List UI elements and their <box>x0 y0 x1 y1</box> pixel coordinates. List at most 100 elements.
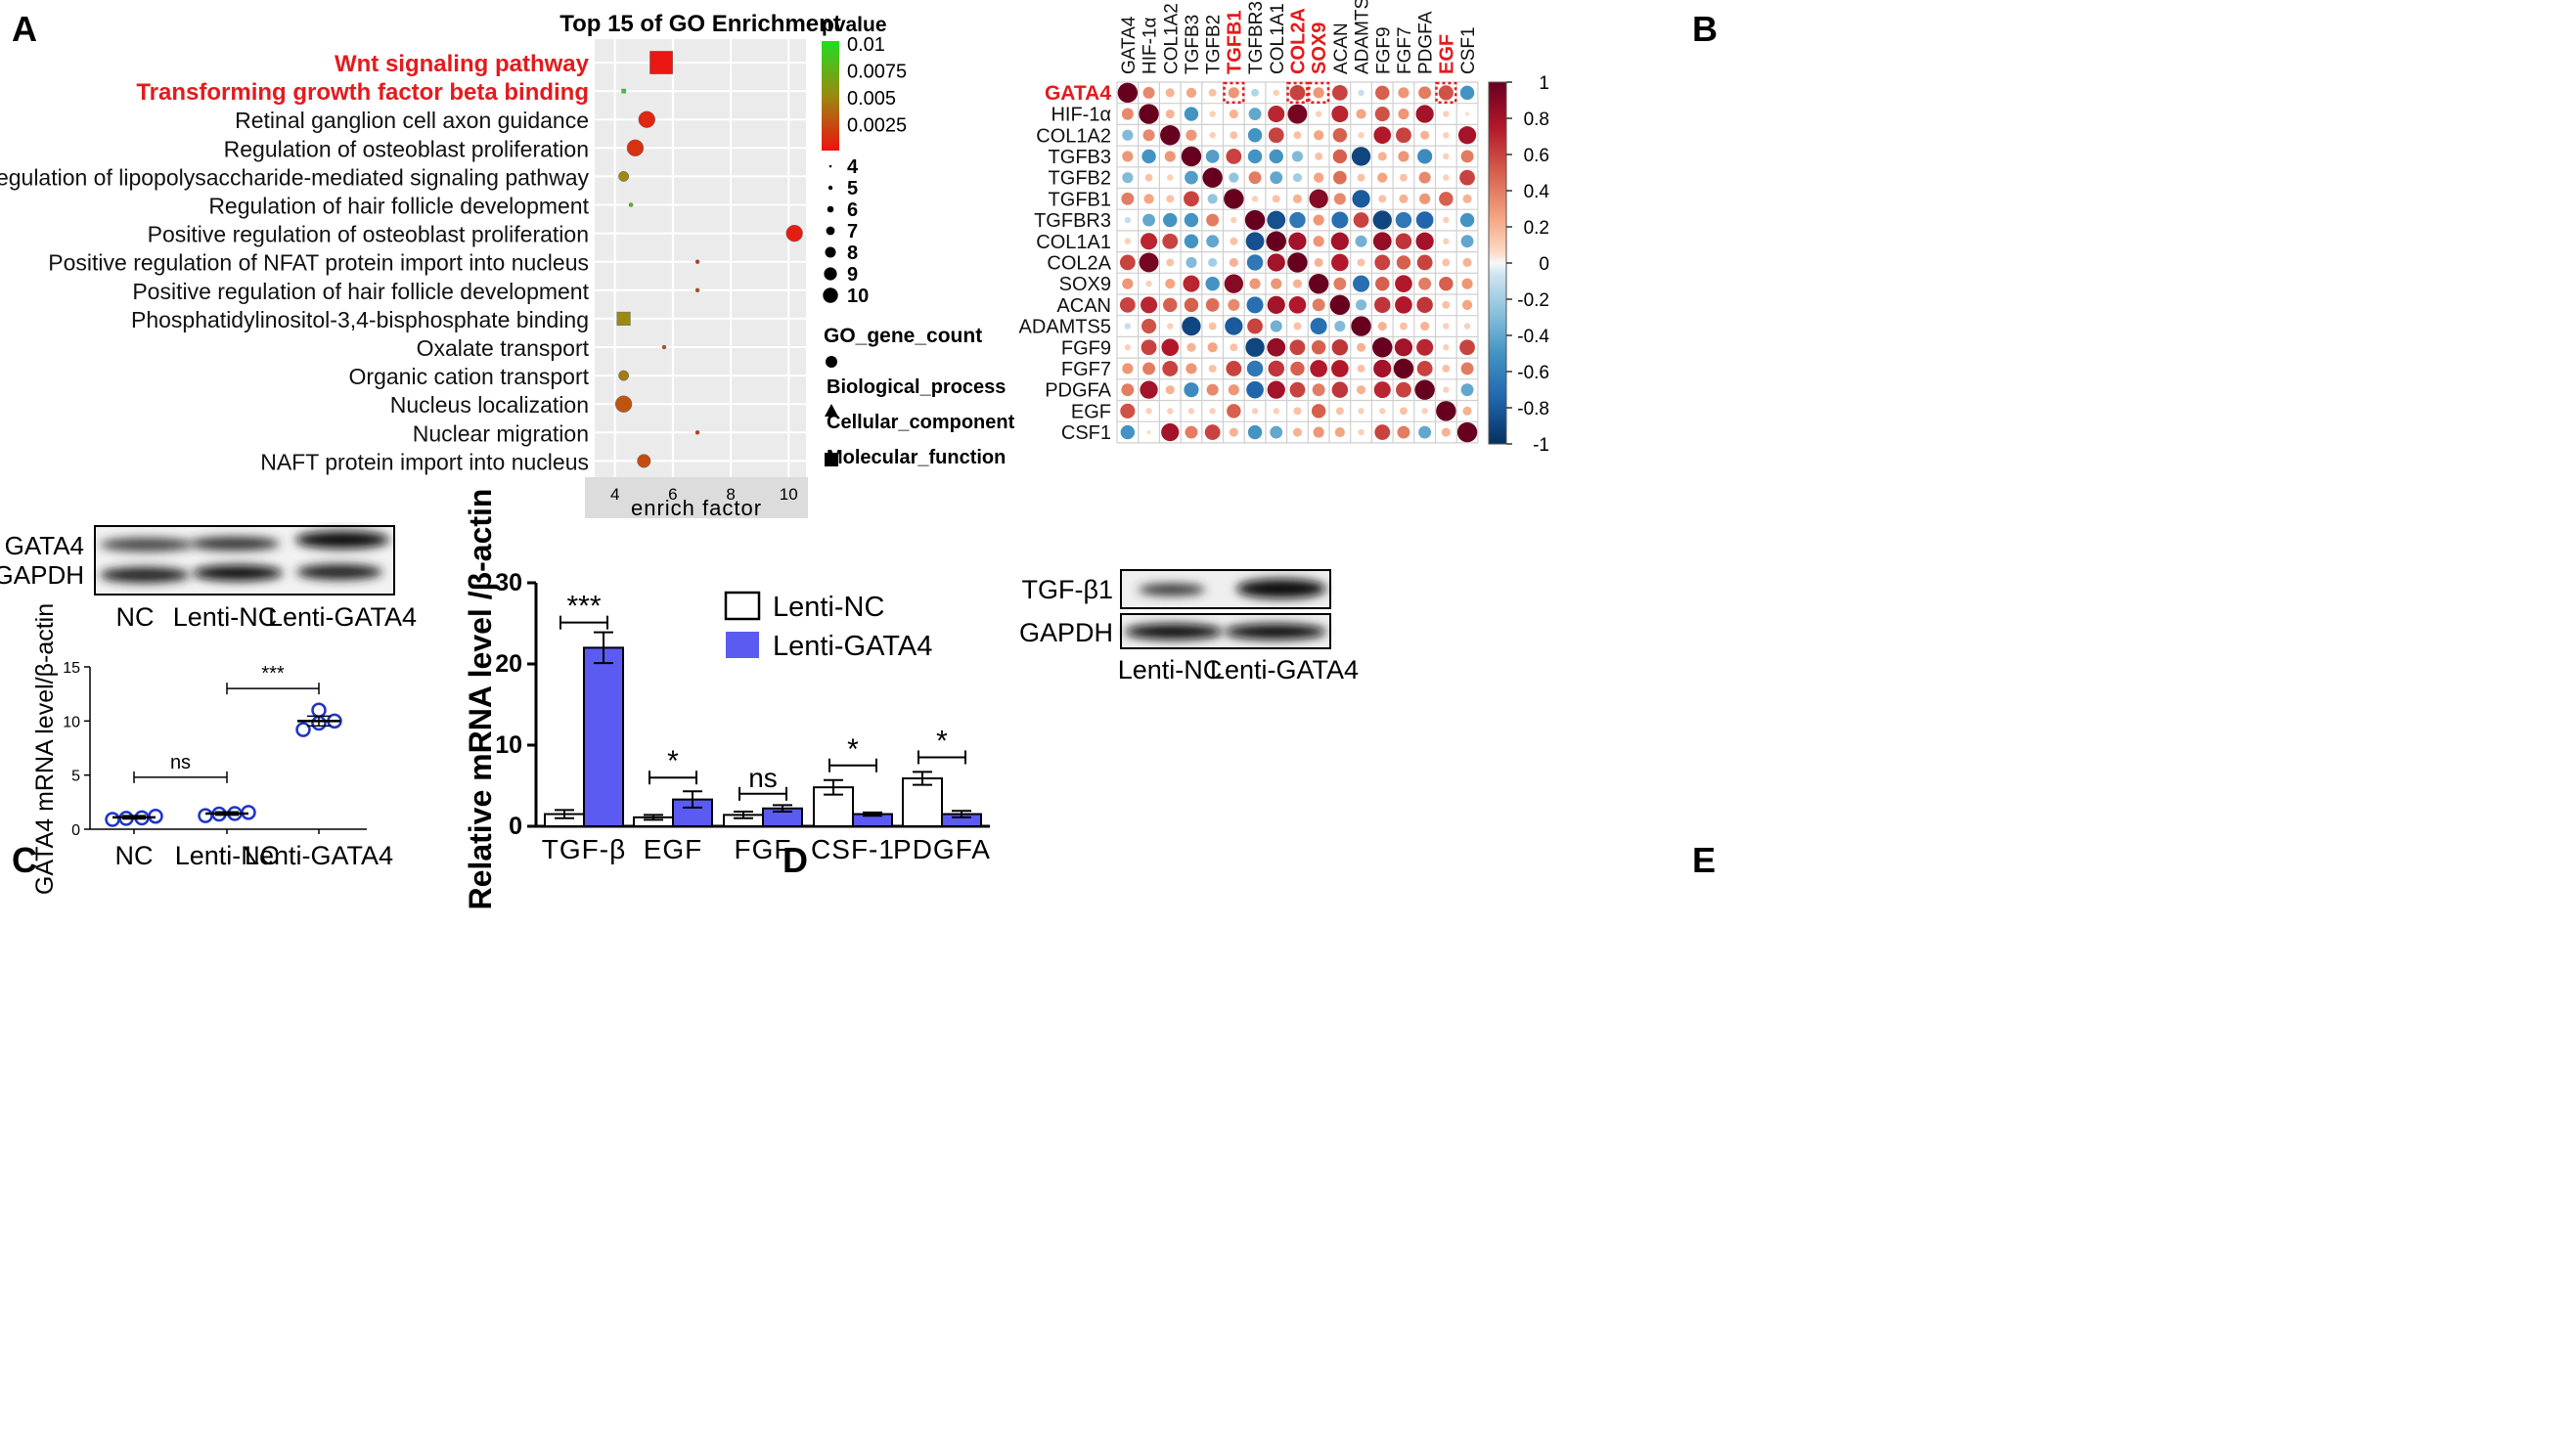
go-title: Top 15 of GO Enrichment <box>559 11 841 37</box>
correlation-dot <box>1418 425 1432 439</box>
go-term-label: Regulation of lipopolysaccharide-mediate… <box>0 164 589 190</box>
correlation-dot <box>1373 359 1392 378</box>
heatmap-row-label: TGFB2 <box>1049 168 1111 190</box>
blot-c-lane-label: Lenti-GATA4 <box>268 602 417 632</box>
correlation-dot <box>1268 127 1284 144</box>
correlation-dot <box>1457 126 1477 145</box>
correlation-dot <box>1248 108 1262 121</box>
correlation-dot <box>1314 172 1324 183</box>
correlation-dot <box>1121 108 1134 120</box>
correlation-dot <box>1249 278 1261 289</box>
correlation-dot <box>1248 171 1262 185</box>
band-gapdh-e-lentigata4 <box>1225 624 1326 640</box>
correlation-dot <box>1420 321 1430 331</box>
correlation-dot <box>1418 171 1431 184</box>
c-sig-label: *** <box>261 663 285 684</box>
panel-label-e: E <box>1692 840 1716 880</box>
correlation-dot <box>1163 212 1178 228</box>
size-legend-dot <box>828 185 833 191</box>
highlight-box <box>1286 81 1309 104</box>
heatmap-col-label: COL1A1 <box>1268 3 1288 74</box>
correlation-colorbar <box>1488 81 1507 445</box>
correlation-dot <box>1309 189 1328 209</box>
heatmap-col-label: CSF1 <box>1458 26 1479 74</box>
correlation-dot <box>1374 296 1391 314</box>
c-data-point <box>311 702 327 719</box>
correlation-dot <box>1271 278 1282 289</box>
correlation-dot <box>1272 195 1280 203</box>
correlation-dot <box>1353 275 1370 292</box>
correlation-dot <box>1417 149 1433 164</box>
correlation-dot <box>1377 321 1387 331</box>
correlation-dot <box>1399 407 1408 416</box>
correlation-dot <box>1273 408 1279 415</box>
correlation-dot <box>1167 174 1174 181</box>
correlation-dot <box>1267 337 1286 357</box>
correlation-dot <box>1335 407 1344 416</box>
correlation-dot <box>1312 383 1325 397</box>
panel-label-d: D <box>783 840 808 880</box>
correlation-dot <box>1443 153 1450 160</box>
correlation-dot <box>1356 342 1366 352</box>
correlation-dot <box>1267 210 1286 230</box>
correlation-dot <box>1356 109 1366 119</box>
correlation-dot <box>1268 106 1285 123</box>
shape-legend-label: Molecular_function <box>827 447 1006 468</box>
size-legend-dot <box>826 226 835 236</box>
heatmap-col-label: GATA4 <box>1119 16 1140 74</box>
d-sig-label: * <box>847 733 859 766</box>
heatmap-row-label: HIF-1α <box>1051 105 1111 126</box>
correlation-dot <box>1141 296 1158 314</box>
correlation-dot <box>1146 429 1151 435</box>
correlation-dot <box>1396 381 1411 398</box>
highlight-box <box>1223 81 1245 104</box>
correlation-dot <box>1290 361 1305 376</box>
correlation-dot <box>1332 128 1348 143</box>
correlation-dot <box>1398 151 1409 162</box>
correlation-dot <box>1399 173 1408 182</box>
correlation-dot <box>1251 408 1259 415</box>
correlation-dot <box>1358 89 1364 97</box>
go-point-circle <box>694 259 700 264</box>
correlation-dot <box>1186 87 1197 98</box>
band-gapdh-lentigata4 <box>296 564 382 580</box>
correlation-dot <box>1461 278 1473 289</box>
correlation-dot <box>1247 318 1263 334</box>
correlation-dot <box>1441 427 1451 437</box>
correlation-dot <box>1140 380 1158 399</box>
correlation-dot <box>1315 152 1323 160</box>
heatmap-row-label: PDGFA <box>1045 380 1111 402</box>
heatmap-col-label: TGFB1 <box>1224 10 1245 74</box>
correlation-dot <box>1206 213 1220 227</box>
size-legend-label: 6 <box>847 199 858 221</box>
c-y-tick: 15 <box>63 660 80 677</box>
correlation-dot <box>1121 192 1135 205</box>
colorbar-tick: -0.4 <box>1517 327 1549 347</box>
correlation-dot <box>1462 406 1472 416</box>
blot-c-row-gata4: GATA4 <box>5 531 84 560</box>
western-blot-e: TGF-β1 GAPDH Lenti-NC Lenti-GATA4 <box>1019 569 1359 684</box>
correlation-dot <box>1139 252 1159 273</box>
correlation-dot <box>1208 364 1217 373</box>
band-gata4-lentinc <box>190 537 280 551</box>
panel-label-c: C <box>12 840 37 880</box>
correlation-dot <box>1375 85 1390 101</box>
size-legend-label: 4 <box>847 156 859 178</box>
correlation-dot <box>1293 407 1302 416</box>
correlation-dot <box>1124 344 1132 351</box>
correlation-dot <box>1228 87 1239 99</box>
correlation-dot <box>1415 105 1434 123</box>
correlation-dot <box>1398 108 1409 120</box>
correlation-dot <box>1314 257 1323 268</box>
c-y-tick: 0 <box>71 822 80 839</box>
heatmap-col-label: FGF9 <box>1373 26 1394 74</box>
correlation-dot <box>1167 323 1174 330</box>
d-legend-label: Lenti-NC <box>773 592 884 623</box>
correlation-dot <box>1293 322 1302 331</box>
correlation-dot <box>1334 320 1346 332</box>
heatmap-col-label: EGF <box>1436 34 1457 74</box>
d-x-tick: CSF-1 <box>811 834 895 864</box>
heatmap-row-label: EGF <box>1071 401 1111 422</box>
correlation-dot <box>1121 383 1135 397</box>
band-tgfb1-lentinc <box>1139 584 1205 596</box>
